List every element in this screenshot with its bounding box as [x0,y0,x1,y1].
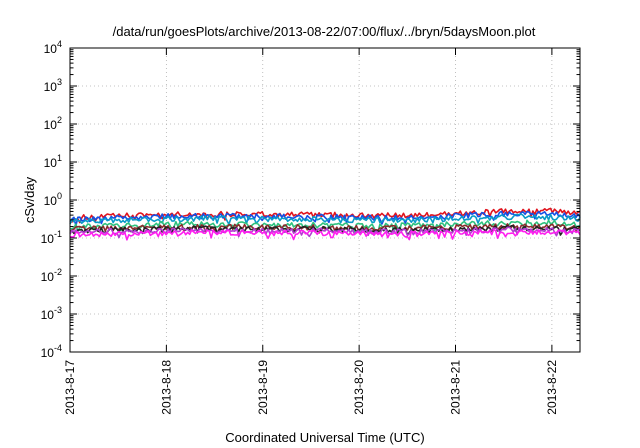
series-line [69,213,581,225]
series-line [69,226,581,239]
y-tick-label: 10-3 [41,305,62,322]
chart-title: /data/run/goesPlots/archive/2013-08-22/0… [113,24,536,39]
y-tick-label: 10-2 [41,267,62,284]
series-line [69,210,581,227]
y-tick-label: 100 [44,191,62,208]
y-tick-label: 101 [44,153,62,170]
x-tick-label: 2013-8-21 [449,360,463,415]
y-tick-label: 10-1 [41,229,62,246]
x-tick-label: 2013-8-20 [352,360,366,415]
series-line [69,225,581,236]
y-tick-label: 10-4 [41,343,62,360]
axis-ticks [69,47,580,353]
x-tick-labels: 2013-8-17 2013-8-18 2013-8-19 2013-8-20 2013… [63,360,559,415]
x-tick-label: 2013-8-17 [63,360,77,415]
y-tick-label: 103 [44,77,62,94]
grid-lines [70,48,580,352]
y-tick-label: 102 [44,115,62,132]
y-tick-label: 104 [44,39,62,56]
y-tick-labels: 10-4 10-3 10-2 10-1 100 101 102 103 104 [41,39,62,360]
x-tick-label: 2013-8-22 [545,360,559,415]
series-line [69,228,581,241]
series-layer [69,207,581,241]
x-tick-label: 2013-8-19 [256,360,270,415]
x-axis-title: Coordinated Universal Time (UTC) [225,430,424,445]
y-axis-title: cSv/day [22,176,37,223]
x-tick-label: 2013-8-18 [159,360,173,415]
